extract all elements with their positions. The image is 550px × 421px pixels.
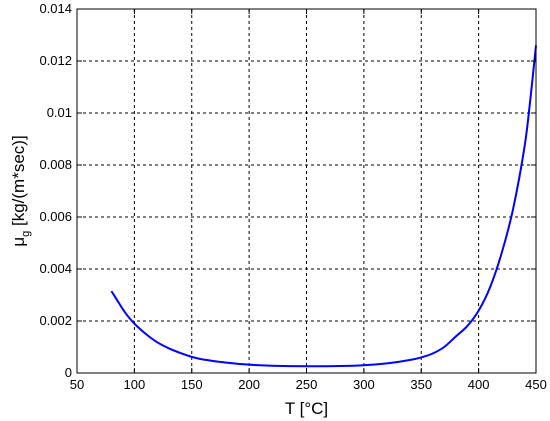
x-tick-label: 350 — [410, 377, 432, 392]
x-tick-label: 50 — [70, 377, 84, 392]
x-tick-label: 450 — [525, 377, 547, 392]
y-tick-label: 0.004 — [39, 261, 72, 276]
y-tick-label: 0.008 — [39, 157, 72, 172]
ticks — [76, 8, 537, 374]
x-axis-label: T [°C] — [285, 399, 328, 418]
y-axis-label-symbol: μ — [9, 237, 28, 247]
y-tick-labels: 0 0.002 0.004 0.006 0.008 0.01 0.012 0.014 — [39, 1, 72, 380]
series-line — [110, 45, 537, 368]
series-layer — [110, 45, 537, 368]
y-tick-label: 0 — [65, 365, 72, 380]
x-tick-label: 100 — [124, 377, 146, 392]
y-tick-label: 0.012 — [39, 53, 72, 68]
y-tick-label: 0.01 — [47, 105, 72, 120]
x-tick-labels: 50 100 150 200 250 300 350 400 450 — [70, 377, 547, 392]
y-axis-label-subscript: g — [20, 231, 32, 237]
y-axis-label: μg [kg/(m*sec)] — [9, 135, 32, 246]
y-tick-label: 0.006 — [39, 209, 72, 224]
x-tick-label: 200 — [238, 377, 260, 392]
x-tick-label: 400 — [468, 377, 490, 392]
y-tick-label: 0.002 — [39, 313, 72, 328]
y-axis-label-units: [kg/(m*sec)] — [9, 135, 28, 230]
x-tick-label: 300 — [353, 377, 375, 392]
grid — [77, 9, 536, 373]
x-tick-label: 250 — [296, 377, 318, 392]
x-tick-label: 150 — [181, 377, 203, 392]
y-tick-label: 0.014 — [39, 1, 72, 16]
